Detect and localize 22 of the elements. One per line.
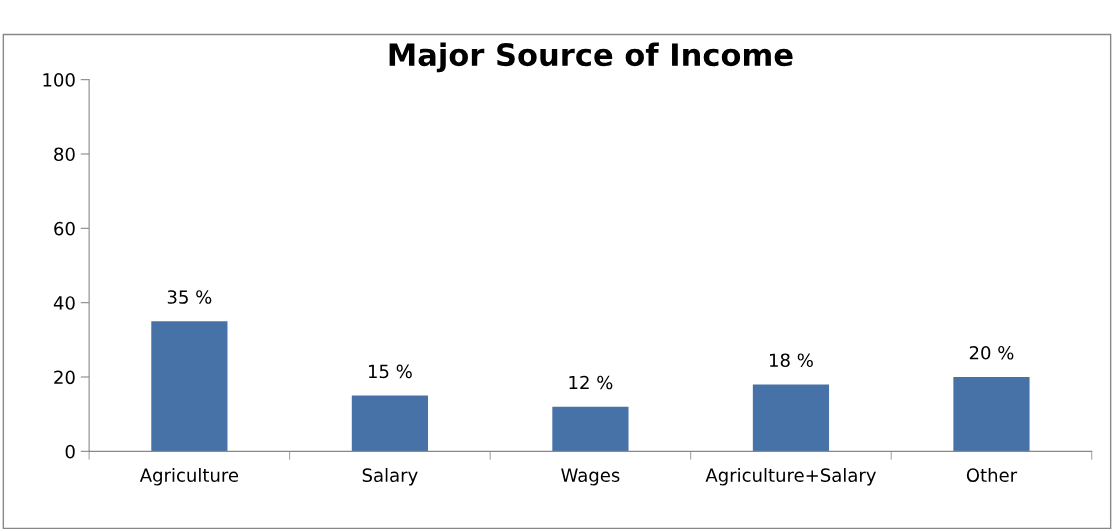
x-tick-label: Agriculture+Salary bbox=[705, 468, 876, 486]
x-tick-label: Agriculture bbox=[139, 468, 239, 486]
y-tick-label: 20 bbox=[54, 370, 75, 385]
y-tick-label: 40 bbox=[53, 296, 75, 310]
x-tick-label: Other bbox=[966, 468, 1018, 482]
x-tick-label: Wages bbox=[561, 468, 620, 486]
chart-title: Major Source of Income bbox=[389, 42, 793, 73]
y-tick-label: 0 bbox=[65, 444, 75, 459]
y-tick-label: 80 bbox=[54, 147, 75, 162]
bar bbox=[953, 377, 1030, 452]
y-tick-label: 100 bbox=[43, 73, 75, 87]
x-tick-label: Salary bbox=[362, 468, 418, 486]
data-label: 35 % bbox=[167, 290, 212, 304]
bar bbox=[552, 406, 629, 452]
data-label: 20 % bbox=[969, 345, 1014, 360]
y-tick-label: 60 bbox=[54, 221, 75, 236]
data-label: 18 % bbox=[769, 353, 813, 368]
bar bbox=[151, 321, 228, 452]
bar bbox=[351, 395, 428, 452]
data-label: 12 % bbox=[569, 375, 613, 390]
data-label: 15 % bbox=[368, 364, 412, 379]
bar bbox=[752, 384, 830, 452]
